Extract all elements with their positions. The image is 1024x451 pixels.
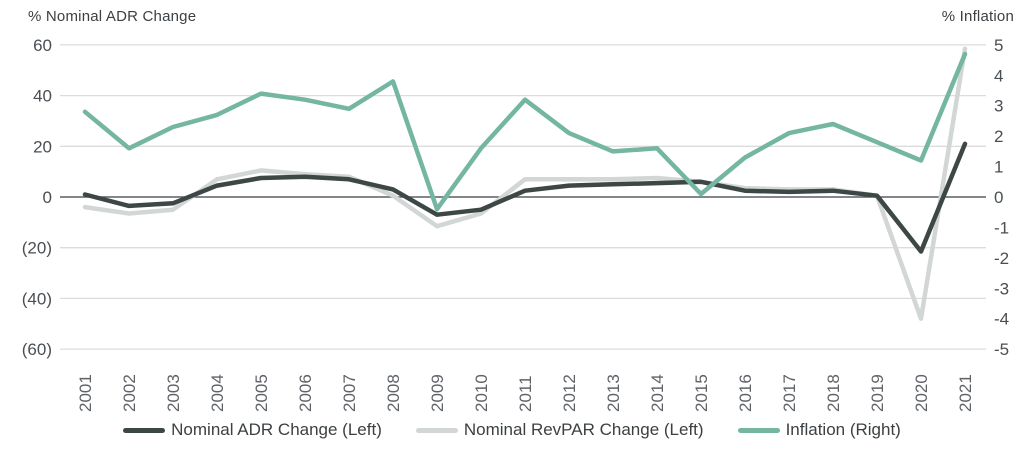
- x-tick-label: 2003: [164, 374, 183, 412]
- gridlines: [60, 44, 986, 350]
- right-tick-label: 1: [994, 158, 1003, 177]
- x-tick-label: 2016: [736, 374, 755, 412]
- x-tick-label: 2006: [296, 374, 315, 412]
- left-tick-label: 40: [33, 87, 52, 106]
- right-tick-label: -1: [994, 218, 1009, 237]
- x-tick-label: 2013: [604, 374, 623, 412]
- legend-swatch-icon: [415, 427, 458, 433]
- x-tick-label: 2018: [824, 374, 843, 412]
- x-tick-label: 2001: [76, 374, 95, 412]
- right-tick-label: 4: [994, 66, 1003, 85]
- right-tick-label: 0: [994, 188, 1003, 207]
- right-tick-label: -4: [994, 310, 1009, 329]
- right-axis-ticks: 5 4 3 2 1 0 -1 -2 -3 -4 -5: [994, 36, 1009, 359]
- x-tick-label: 2005: [252, 374, 271, 412]
- left-tick-label: 20: [33, 137, 52, 156]
- series-line-2: [82, 51, 968, 212]
- x-tick-label: 2011: [516, 375, 535, 412]
- right-tick-label: 3: [994, 97, 1003, 116]
- x-tick-label: 2007: [340, 374, 359, 412]
- legend-item-0: Nominal ADR Change (Left): [123, 420, 382, 440]
- right-axis-title: % Inflation: [941, 8, 1014, 25]
- x-tick-label: 2019: [868, 374, 887, 412]
- x-tick-label: 2008: [384, 374, 403, 412]
- x-tick-label: 2010: [472, 374, 491, 412]
- legend-swatch-icon: [123, 427, 166, 433]
- series-line-0: [82, 141, 968, 254]
- x-tick-label: 2002: [120, 374, 139, 412]
- x-tick-label: 2012: [560, 374, 579, 412]
- x-axis-ticks: 2001 2002 2003 2004 2005 2006 2007 2008 2009 2010…: [76, 374, 975, 412]
- left-tick-label: 0: [43, 188, 52, 207]
- right-tick-label: -2: [994, 249, 1009, 268]
- right-tick-label: 2: [994, 127, 1003, 146]
- left-tick-label: (40): [22, 289, 52, 308]
- right-tick-label: -3: [994, 279, 1009, 298]
- left-axis-ticks: 60 40 20 0 (20) (40) (60): [22, 36, 52, 359]
- x-tick-label: 2009: [428, 374, 447, 412]
- x-tick-label: 2017: [780, 374, 799, 412]
- chart-legend: Nominal ADR Change (Left) Nominal RevPAR …: [0, 420, 1024, 440]
- legend-label: Nominal RevPAR Change (Left): [463, 420, 704, 439]
- legend-label: Nominal ADR Change (Left): [171, 420, 382, 439]
- x-tick-label: 2021: [956, 374, 975, 412]
- right-tick-label: -5: [994, 340, 1009, 359]
- right-tick-label: 5: [994, 36, 1003, 55]
- left-axis-title: % Nominal ADR Change: [28, 8, 197, 25]
- left-tick-label: (20): [22, 239, 52, 258]
- legend-item-2: Inflation (Right): [737, 420, 901, 440]
- x-tick-label: 2020: [912, 374, 931, 412]
- left-tick-label: (60): [22, 340, 52, 359]
- x-tick-label: 2004: [208, 374, 227, 412]
- x-tick-label: 2015: [692, 374, 711, 412]
- left-tick-label: 60: [33, 36, 52, 55]
- legend-label: Inflation (Right): [785, 420, 901, 439]
- x-tick-label: 2014: [648, 374, 667, 412]
- legend-item-1: Nominal RevPAR Change (Left): [415, 420, 704, 440]
- legend-swatch-icon: [737, 427, 780, 433]
